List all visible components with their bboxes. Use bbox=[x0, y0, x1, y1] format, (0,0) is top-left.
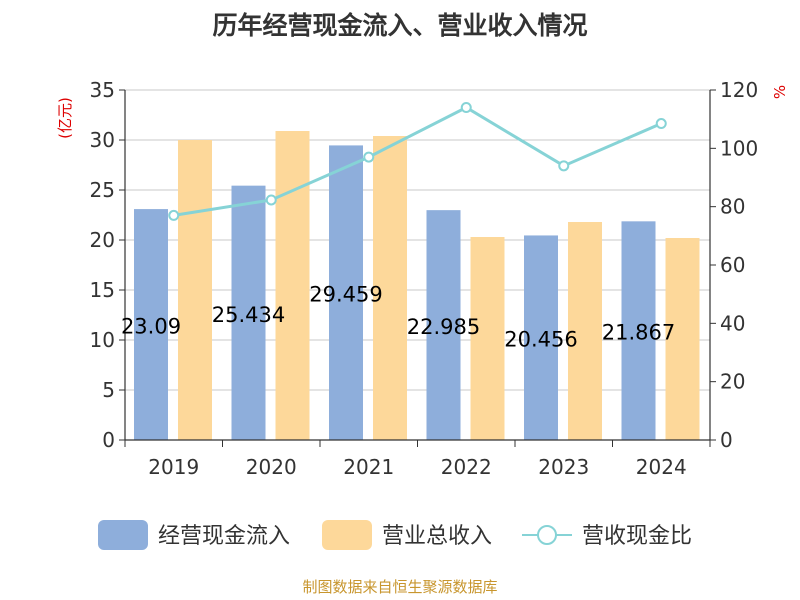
bar-revenue bbox=[470, 237, 505, 440]
chart-title: 历年经营现金流入、营业收入情况 bbox=[212, 11, 588, 40]
data-label-inflow: 21.867 bbox=[602, 321, 675, 345]
bar-revenue bbox=[665, 238, 700, 440]
y-left-tick-label: 15 bbox=[90, 278, 115, 302]
data-source-note: 制图数据来自恒生聚源数据库 bbox=[302, 578, 498, 596]
ratio-point bbox=[655, 118, 667, 130]
bar-inflow bbox=[329, 145, 363, 440]
y-left-tick-label: 10 bbox=[90, 328, 115, 352]
y-right-tick-label: 60 bbox=[720, 253, 745, 277]
y-right-tick-label: 40 bbox=[720, 311, 745, 335]
y-left-tick-label: 25 bbox=[90, 178, 115, 202]
y-left-tick-label: 35 bbox=[90, 78, 115, 102]
ratio-point bbox=[168, 209, 180, 221]
legend-swatch-inflow bbox=[98, 520, 148, 550]
data-label-inflow: 22.985 bbox=[407, 315, 480, 339]
bar-inflow bbox=[524, 235, 558, 440]
ratio-point bbox=[558, 160, 570, 172]
bar-revenue bbox=[373, 136, 407, 440]
y-right-axis-title: % bbox=[771, 85, 789, 99]
bar-revenue bbox=[275, 131, 310, 440]
bar-revenue bbox=[178, 140, 212, 440]
ratio-point bbox=[460, 102, 472, 113]
y-left-tick-label: 0 bbox=[102, 428, 115, 452]
x-tick-label: 2023 bbox=[538, 455, 589, 479]
data-label-inflow: 29.459 bbox=[309, 283, 382, 307]
y-left-axis-title: (亿元) bbox=[56, 97, 74, 139]
y-right-tick-label: 120 bbox=[720, 78, 758, 102]
bar-inflow bbox=[231, 185, 266, 440]
y-left-tick-label: 5 bbox=[102, 378, 115, 402]
legend-label-inflow: 经营现金流入 bbox=[158, 524, 290, 549]
x-tick-label: 2022 bbox=[441, 455, 492, 479]
bar-inflow bbox=[134, 209, 168, 440]
legend-label-revenue: 营业总收入 bbox=[382, 524, 492, 549]
x-tick-label: 2024 bbox=[636, 455, 687, 479]
bar-revenue bbox=[568, 222, 602, 440]
data-label-inflow: 23.09 bbox=[121, 315, 181, 339]
x-tick-label: 2021 bbox=[343, 455, 394, 479]
y-left-tick-label: 20 bbox=[90, 228, 115, 252]
y-right-tick-label: 80 bbox=[720, 195, 745, 219]
y-right-tick-label: 100 bbox=[720, 136, 758, 160]
ratio-line bbox=[173, 105, 662, 217]
legend-label-ratio: 营收现金比 bbox=[582, 524, 692, 549]
ratio-point bbox=[265, 194, 277, 206]
bar-inflow bbox=[426, 210, 461, 440]
bar-inflow bbox=[621, 221, 656, 440]
x-tick-label: 2019 bbox=[148, 455, 199, 479]
x-tick-label: 2020 bbox=[246, 455, 297, 479]
data-label-inflow: 25.434 bbox=[212, 303, 285, 327]
legend-swatch-revenue bbox=[322, 520, 372, 550]
data-label-inflow: 20.456 bbox=[504, 328, 577, 352]
ratio-point bbox=[363, 151, 375, 163]
y-right-tick-label: 0 bbox=[720, 428, 733, 452]
y-right-tick-label: 20 bbox=[720, 370, 745, 394]
legend-marker-ratio bbox=[537, 525, 557, 545]
y-left-tick-label: 30 bbox=[90, 128, 115, 152]
